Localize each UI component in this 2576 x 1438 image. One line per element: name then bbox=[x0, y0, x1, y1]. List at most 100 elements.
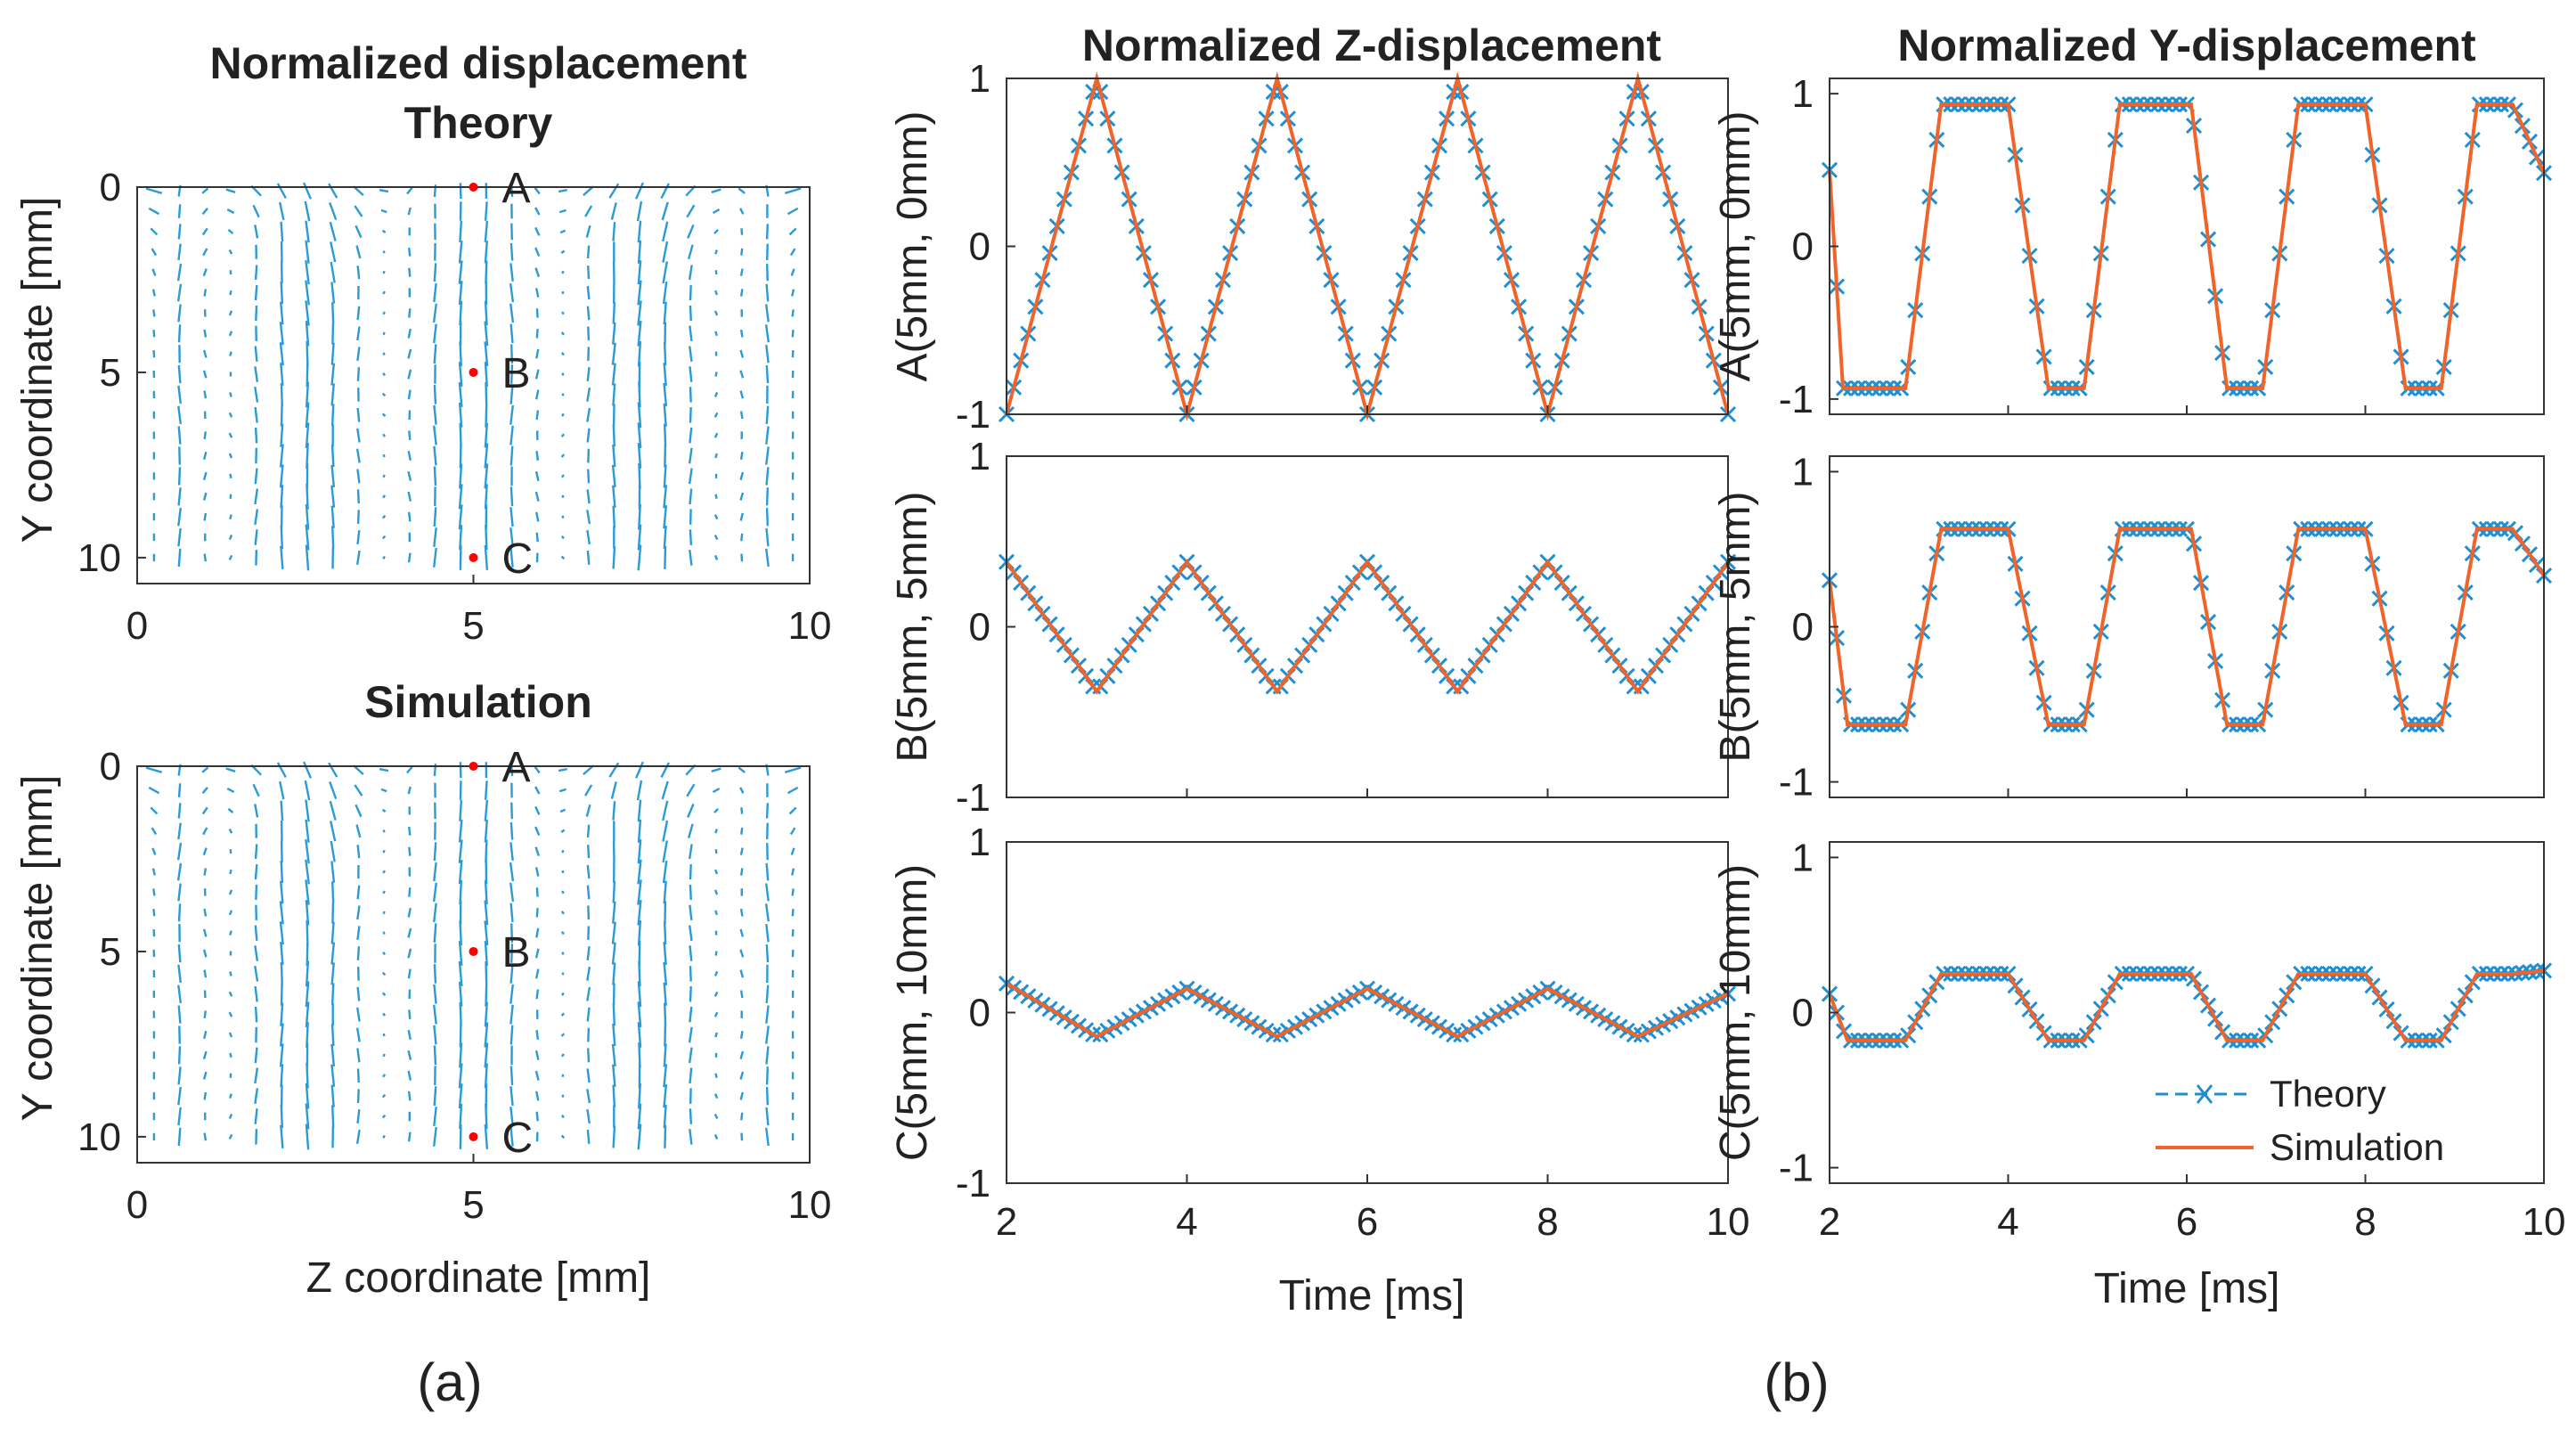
z-c-plot: -1 0 1 2 4 6 8 10 C(5mm, 10mm) bbox=[889, 821, 1749, 1244]
simulation-point-c bbox=[469, 1132, 478, 1141]
z-b-ytick-label: -1 bbox=[956, 776, 990, 820]
theory-axes-box bbox=[136, 186, 811, 584]
z-col-xlabel: Time [ms] bbox=[1279, 1272, 1465, 1320]
simulation-point-a bbox=[469, 762, 478, 771]
y-b-ytick-label: 0 bbox=[1792, 606, 1814, 650]
y-c-ytick-label: 0 bbox=[1792, 992, 1814, 1035]
simulation-point-label-b: B bbox=[502, 929, 531, 976]
legend: Theory Simulation bbox=[2156, 1073, 2444, 1168]
y-b-axes-box bbox=[1829, 455, 2545, 798]
y-c-ytick-label: -1 bbox=[1779, 1147, 1814, 1190]
y-c-simulation-line bbox=[1828, 968, 2545, 1042]
y-c-xtick-label: 2 bbox=[1819, 1200, 1840, 1244]
simulation-point-label-a: A bbox=[502, 744, 531, 791]
z-a-simulation-line bbox=[1005, 71, 1730, 421]
y-a-simulation-line bbox=[1828, 102, 2546, 390]
z-a-ytick-label: 0 bbox=[969, 225, 990, 269]
simulation-axes-box bbox=[136, 765, 811, 1164]
z-a-ytick-label: -1 bbox=[956, 393, 990, 437]
z-b-ytick-label: 0 bbox=[969, 606, 990, 650]
z-b-ylabel: B(5mm, 5mm) bbox=[889, 492, 936, 763]
simulation-xtick-label: 10 bbox=[788, 1183, 832, 1227]
z-c-ylabel: C(5mm, 10mm) bbox=[889, 864, 936, 1161]
z-a-theory-series bbox=[998, 84, 1737, 423]
z-b-axes-box bbox=[1006, 455, 1729, 798]
y-a-ytick-label: -1 bbox=[1779, 378, 1814, 421]
simulation-ylabel: Y coordinate [mm] bbox=[14, 775, 61, 1122]
y-c-xtick-label: 6 bbox=[2176, 1200, 2197, 1244]
simulation-ytick-label: 0 bbox=[100, 745, 121, 788]
y-c-xtick-label: 10 bbox=[2523, 1200, 2566, 1244]
z-c-xtick-label: 6 bbox=[1357, 1200, 1378, 1244]
y-c-theory-series bbox=[1821, 962, 2553, 1049]
y-b-ytick-label: -1 bbox=[1779, 761, 1814, 805]
z-a-axes-box bbox=[1006, 78, 1729, 415]
legend-theory-marker bbox=[2196, 1084, 2213, 1104]
theory-point-c bbox=[469, 552, 478, 562]
z-c-ytick-label: 1 bbox=[969, 821, 990, 864]
z-a-ytick-label: 1 bbox=[969, 57, 990, 101]
simulation-point-b bbox=[469, 946, 478, 956]
panel-a-xlabel: Z coordinate [mm] bbox=[306, 1254, 651, 1302]
z-c-ytick-label: 0 bbox=[969, 992, 990, 1035]
y-c-plot: -1 0 1 2 4 6 8 10 C(5mm, 10mm) Theory Simulation bbox=[1712, 836, 2565, 1244]
y-b-theory-series bbox=[1821, 520, 2553, 733]
panel-a-heading: Normalized displacement bbox=[210, 38, 747, 88]
y-b-ytick-label: 1 bbox=[1792, 450, 1814, 494]
y-a-ytick-label: 1 bbox=[1792, 72, 1814, 116]
simulation-ytick-label: 10 bbox=[77, 1115, 121, 1159]
theory-ylabel: Y coordinate [mm] bbox=[14, 197, 61, 543]
simulation-quiver-field bbox=[145, 761, 802, 1150]
z-displacement-title: Normalized Z-displacement bbox=[1082, 20, 1661, 70]
theory-xtick-label: 10 bbox=[788, 604, 832, 648]
y-c-ytick-label: 1 bbox=[1792, 836, 1814, 879]
theory-point-label-a: A bbox=[502, 165, 531, 212]
y-a-ylabel: A(5mm, 0mm) bbox=[1712, 111, 1759, 382]
theory-xtick-label: 0 bbox=[126, 604, 148, 648]
z-c-theory-series bbox=[998, 975, 1737, 1043]
z-c-simulation-line bbox=[1005, 982, 1729, 1039]
theory-quiver-arrows bbox=[145, 182, 802, 571]
legend-simulation-label: Simulation bbox=[2270, 1126, 2444, 1168]
z-a-plot: -1 0 1 A(5mm, 0mm) bbox=[889, 57, 1737, 437]
z-b-simulation-line bbox=[1005, 559, 1730, 695]
theory-point-label-b: B bbox=[502, 350, 531, 397]
y-col-xlabel: Time [ms] bbox=[2094, 1265, 2280, 1312]
z-b-ytick-label: 1 bbox=[969, 435, 990, 478]
z-c-axes-box bbox=[1006, 841, 1729, 1184]
y-c-xtick-label: 8 bbox=[2354, 1200, 2376, 1244]
z-b-plot: -1 0 1 B(5mm, 5mm) bbox=[889, 435, 1737, 820]
theory-xtick-label: 5 bbox=[462, 604, 484, 648]
z-c-xtick-label: 2 bbox=[996, 1200, 1017, 1244]
y-b-plot: -1 0 1 B(5mm, 5mm) bbox=[1712, 450, 2553, 805]
theory-point-a bbox=[469, 183, 478, 192]
theory-ytick-label: 0 bbox=[100, 166, 121, 209]
simulation-xtick-label: 5 bbox=[462, 1183, 484, 1227]
y-c-xtick-label: 4 bbox=[1997, 1200, 2018, 1244]
legend-theory-label: Theory bbox=[2270, 1073, 2386, 1115]
simulation-ytick-label: 5 bbox=[100, 930, 121, 974]
y-b-simulation-line bbox=[1828, 527, 2546, 727]
simulation-point-label-c: C bbox=[502, 1115, 534, 1162]
simulation-plot-title: Simulation bbox=[364, 677, 592, 727]
z-c-ytick-label: -1 bbox=[956, 1162, 990, 1205]
theory-ytick-label: 5 bbox=[100, 351, 121, 395]
caption-a: (a) bbox=[417, 1352, 482, 1412]
theory-ytick-label: 10 bbox=[77, 536, 121, 580]
z-c-xtick-label: 8 bbox=[1537, 1200, 1558, 1244]
y-a-theory-series bbox=[1821, 96, 2553, 396]
y-displacement-title: Normalized Y-displacement bbox=[1897, 20, 2476, 70]
theory-point-label-c: C bbox=[502, 535, 534, 583]
z-c-xtick-label: 10 bbox=[1707, 1200, 1750, 1244]
caption-b: (b) bbox=[1764, 1352, 1829, 1412]
y-b-ylabel: B(5mm, 5mm) bbox=[1712, 492, 1759, 763]
theory-plot-title: Theory bbox=[404, 98, 553, 148]
z-a-theory-line bbox=[1005, 73, 1730, 420]
theory-quiver-field bbox=[145, 182, 802, 571]
y-a-ytick-label: 0 bbox=[1792, 225, 1814, 269]
theory-point-b bbox=[469, 367, 478, 377]
